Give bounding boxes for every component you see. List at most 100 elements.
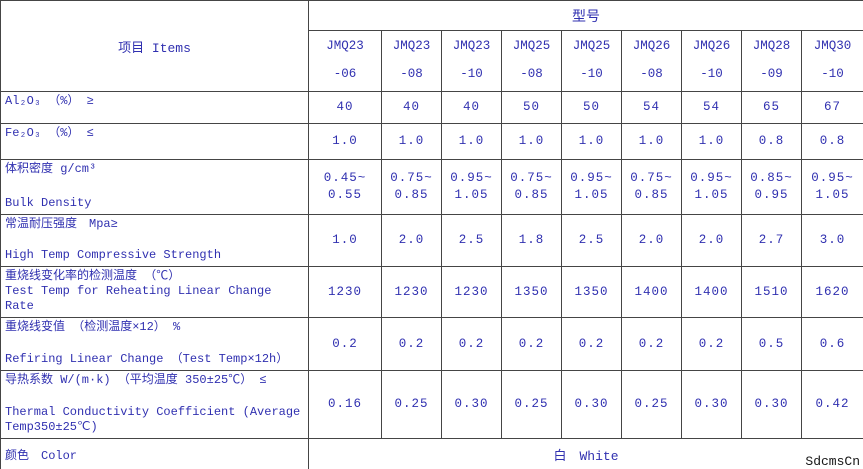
model-header-cell: JMQ23 -06 xyxy=(308,30,382,92)
model-name: JMQ23 xyxy=(326,39,364,53)
spec-value-cell: 1.0 xyxy=(621,123,682,160)
spec-row: 体积密度 g/cm³ Bulk Density 0.45~ 0.55 0.75~ 0.… xyxy=(0,159,863,215)
spec-value-cell: 0.16 xyxy=(308,370,382,439)
color-row-value: 白 White xyxy=(307,438,863,469)
spec-value-cell: 1620 xyxy=(800,266,863,318)
spec-value-cell: 1.0 xyxy=(681,123,742,160)
model-suffix: -08 xyxy=(520,67,543,81)
spec-value-cell: 50 xyxy=(501,91,562,124)
model-header-cell: JMQ28 -09 xyxy=(741,30,802,92)
spec-value-cell: 65 xyxy=(741,91,802,124)
spec-value-cell: 0.6 xyxy=(800,317,863,371)
model-header-cell: JMQ25 -08 xyxy=(501,30,562,92)
spec-value-cell: 0.2 xyxy=(441,317,502,371)
model-id: JMQ23 -06 xyxy=(310,32,381,91)
model-suffix: -10 xyxy=(460,67,483,81)
spec-value-cell: 1.0 xyxy=(308,214,382,267)
row-label-en: Thermal Conductivity Coefficient (Averag… xyxy=(5,405,301,434)
items-header-cell: 项目 Items xyxy=(0,0,309,92)
spec-value-cell: 1.0 xyxy=(441,123,502,160)
model-id: JMQ30 -10 xyxy=(803,32,863,91)
row-label-cn: 重烧线变值 （检测温度×12） % xyxy=(5,320,181,334)
row-label-cn: 导热系数 W/(m·k) （平均温度 350±25℃） ≤ xyxy=(5,373,267,387)
model-header-cell: JMQ23 -10 xyxy=(441,30,502,92)
row-label-cn: Al₂O₃ （%） ≥ xyxy=(5,94,94,108)
row-label-cell: 重烧线变值 （检测温度×12） % Refiring Linear Change … xyxy=(0,317,309,371)
row-label-cn: 体积密度 g/cm³ xyxy=(5,162,97,176)
spec-value-cell: 1.8 xyxy=(501,214,562,267)
row-label-cell: 体积密度 g/cm³ Bulk Density xyxy=(0,159,309,215)
row-label-en: High Temp Compressive Strength xyxy=(5,248,222,262)
spec-value-cell: 2.0 xyxy=(681,214,742,267)
spec-value-cell: 0.95~ 1.05 xyxy=(561,159,622,215)
spec-value-cell: 2.0 xyxy=(381,214,442,267)
model-header-cell: JMQ30 -10 xyxy=(800,30,863,92)
row-label-cell: 重烧线变化率的检测温度 （℃） Test Temp for Reheating L… xyxy=(0,266,309,318)
model-suffix: -08 xyxy=(640,67,663,81)
spec-value-cell: 0.30 xyxy=(441,370,502,439)
spec-value-cell: 67 xyxy=(800,91,863,124)
spec-value-cell: 0.75~ 0.85 xyxy=(381,159,442,215)
header-row-model: 项目 Items 型号 xyxy=(0,0,863,92)
model-columns-row: JMQ23 -06 JMQ23 -08 JMQ23 -10 JMQ25 -08 JMQ25 -10… xyxy=(1,30,863,92)
row-label-cn: Fe₂O₃ （%） ≤ xyxy=(5,126,94,140)
color-row: 颜色 Color 白 White xyxy=(0,438,863,469)
spec-value-cell: 0.25 xyxy=(381,370,442,439)
spec-value-cell: 0.2 xyxy=(501,317,562,371)
spec-row: 重烧线变化率的检测温度 （℃） Test Temp for Reheating L… xyxy=(0,266,863,318)
model-name: JMQ25 xyxy=(572,39,611,53)
spec-value-cell: 2.0 xyxy=(621,214,682,267)
spec-value-cell: 40 xyxy=(308,91,382,124)
spec-value-cell: 0.5 xyxy=(741,317,802,371)
spec-value-cell: 0.8 xyxy=(741,123,802,160)
model-suffix: -10 xyxy=(580,67,603,81)
model-suffix: -06 xyxy=(333,67,357,81)
row-label-en: Refiring Linear Change （Test Temp×12h） xyxy=(5,352,289,366)
spec-value-cell: 1.0 xyxy=(308,123,382,160)
model-name: JMQ23 xyxy=(392,39,431,53)
spec-value-cell: 0.45~ 0.55 xyxy=(308,159,382,215)
model-suffix: -10 xyxy=(821,67,844,81)
spec-value-cell: 0.75~ 0.85 xyxy=(621,159,682,215)
sdcms-watermark: SdcmsCn xyxy=(805,454,860,469)
model-id: JMQ25 -08 xyxy=(503,32,561,91)
row-label-cell: Fe₂O₃ （%） ≤ xyxy=(0,123,309,160)
spec-value-cell: 0.8 xyxy=(800,123,863,160)
spec-value-cell: 1350 xyxy=(501,266,562,318)
model-name: JMQ30 xyxy=(813,39,852,53)
row-label-en: Bulk Density xyxy=(5,196,92,210)
spec-value-cell: 0.30 xyxy=(561,370,622,439)
spec-value-cell: 0.30 xyxy=(681,370,742,439)
model-name: JMQ28 xyxy=(752,39,791,53)
model-suffix: -08 xyxy=(400,67,423,81)
spec-value-cell: 0.95~ 1.05 xyxy=(800,159,863,215)
spec-value-cell: 1400 xyxy=(681,266,742,318)
model-id: JMQ23 -10 xyxy=(443,32,501,91)
spec-value-cell: 2.5 xyxy=(561,214,622,267)
spec-value-cell: 2.5 xyxy=(441,214,502,267)
spec-value-cell: 40 xyxy=(441,91,502,124)
model-id: JMQ25 -10 xyxy=(563,32,621,91)
spec-value-cell: 0.2 xyxy=(381,317,442,371)
spec-value-cell: 1350 xyxy=(561,266,622,318)
color-row-label: 颜色 Color xyxy=(0,438,309,469)
spec-value-cell: 1230 xyxy=(381,266,442,318)
spec-value-cell: 54 xyxy=(681,91,742,124)
spec-value-cell: 0.2 xyxy=(681,317,742,371)
spec-value-cell: 0.75~ 0.85 xyxy=(501,159,562,215)
model-name: JMQ26 xyxy=(632,39,671,53)
row-label-en: Test Temp for Reheating Linear Change Ra… xyxy=(5,284,272,313)
row-label-cell: Al₂O₃ （%） ≥ xyxy=(0,91,309,124)
model-name: JMQ25 xyxy=(512,39,551,53)
spec-value-cell: 0.25 xyxy=(501,370,562,439)
row-label-cell: 常温耐压强度 Mpa≥ High Temp Compressive Strengt… xyxy=(0,214,309,267)
model-header-cell: JMQ26 -08 xyxy=(621,30,682,92)
model-header-cell: JMQ23 -08 xyxy=(381,30,442,92)
model-id: JMQ26 -08 xyxy=(623,32,681,91)
spec-value-cell: 1.0 xyxy=(501,123,562,160)
spec-value-cell: 40 xyxy=(381,91,442,124)
spec-value-cell: 0.2 xyxy=(561,317,622,371)
spec-value-cell: 0.30 xyxy=(741,370,802,439)
